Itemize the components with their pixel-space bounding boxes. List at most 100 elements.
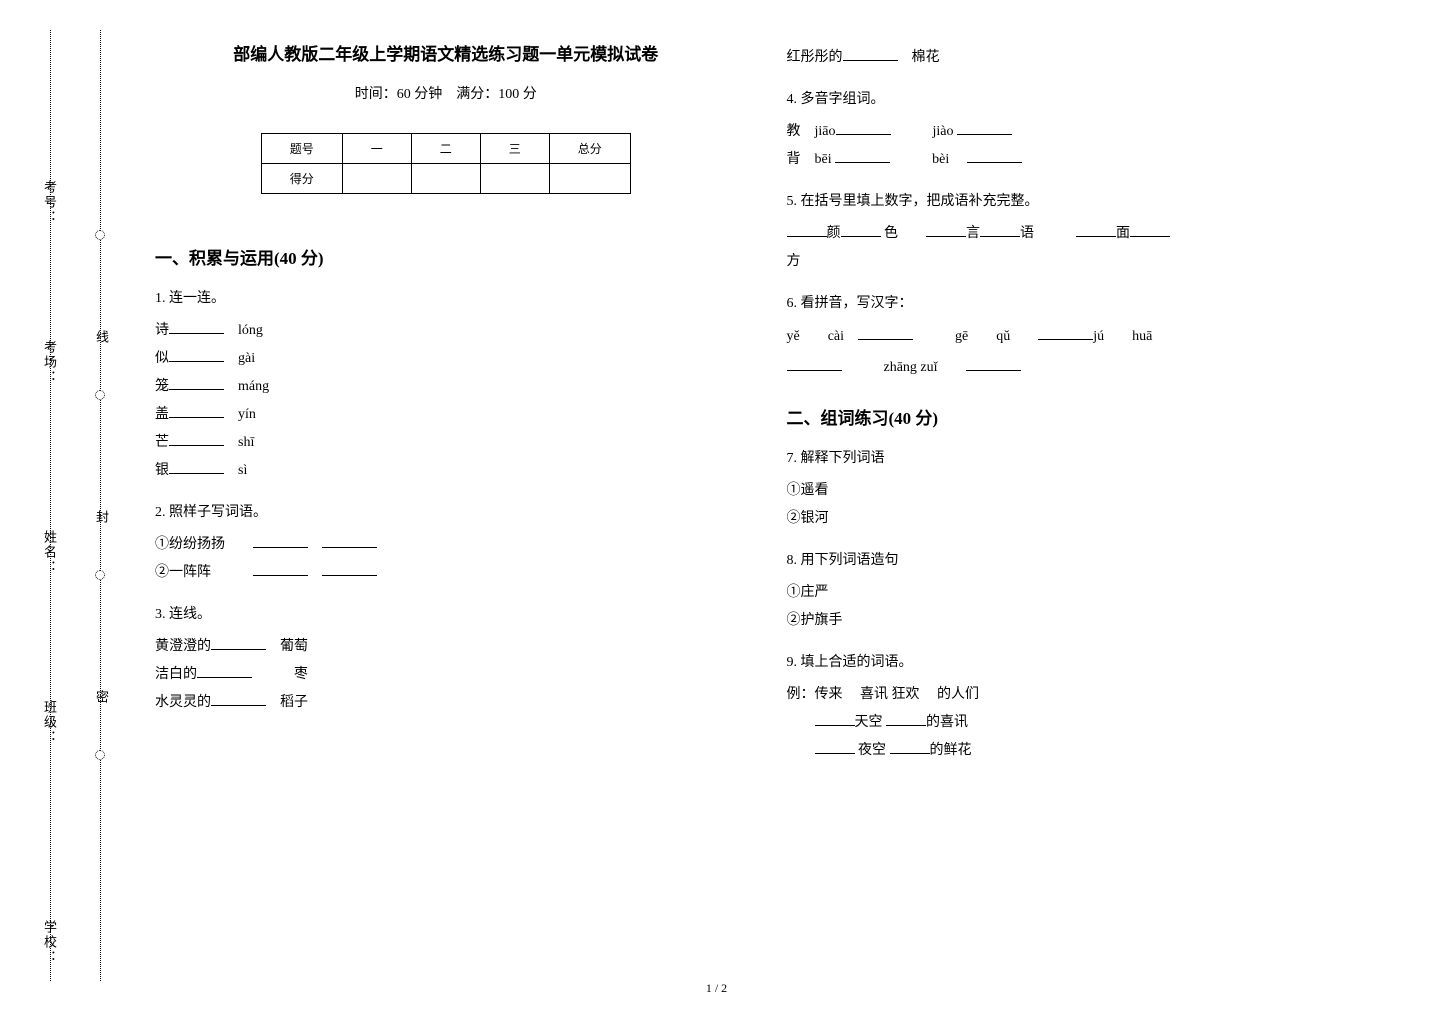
q6-pinyin: huā bbox=[1132, 329, 1152, 344]
match-row: 银 sì bbox=[155, 457, 737, 485]
match-pinyin: sì bbox=[238, 463, 247, 478]
binding-label-name: 姓名： bbox=[40, 530, 59, 575]
q9-tail: 的喜讯 bbox=[926, 715, 968, 730]
score-header-cell: 题号 bbox=[261, 134, 342, 164]
match-blank bbox=[197, 664, 252, 678]
q3-right: 枣 bbox=[294, 667, 308, 682]
q2-number: 2. 照样子写词语。 bbox=[155, 501, 737, 521]
score-row-label: 得分 bbox=[261, 164, 342, 194]
q9-line: 天空 的喜讯 bbox=[787, 709, 1369, 737]
q9-number: 9. 填上合适的词语。 bbox=[787, 651, 1369, 671]
q6-number: 6. 看拼音，写汉字： bbox=[787, 292, 1369, 312]
match-blank bbox=[169, 460, 224, 474]
answer-blank bbox=[835, 149, 890, 163]
q7-body: ①遥看 ②银河 bbox=[787, 477, 1369, 533]
match-row: 诗 lóng bbox=[155, 317, 737, 345]
binding-label-exam-number: 考号： bbox=[40, 180, 59, 225]
answer-blank bbox=[1038, 326, 1093, 340]
q4-row: 教 jiāo jiào bbox=[787, 118, 1369, 146]
answer-blank bbox=[253, 534, 308, 548]
q6-body: yě cài gē qǔ jú huā zhāng zuǐ bbox=[787, 322, 1369, 384]
q9-tail: 的鲜花 bbox=[930, 743, 972, 758]
q3-row: 水灵灵的 稻子 bbox=[155, 689, 737, 717]
q8-body: ①庄严 ②护旗手 bbox=[787, 579, 1369, 635]
match-row: 似 gài bbox=[155, 345, 737, 373]
q6-pinyin: gē bbox=[955, 329, 968, 344]
q4-pinyin: jiāo bbox=[815, 124, 836, 139]
match-char: 笼 bbox=[155, 379, 169, 394]
score-header-cell: 二 bbox=[411, 134, 480, 164]
q3-right: 棉花 bbox=[912, 50, 940, 65]
q9-mid: 夜空 bbox=[855, 743, 890, 758]
score-table: 题号 一 二 三 总分 得分 bbox=[261, 133, 631, 194]
binding-seal-mi: 密 bbox=[92, 690, 111, 707]
match-blank bbox=[169, 348, 224, 362]
match-blank bbox=[169, 432, 224, 446]
match-blank bbox=[169, 320, 224, 334]
answer-blank bbox=[957, 121, 1012, 135]
q9-example: 例：传来 喜讯 狂欢 的人们 bbox=[787, 681, 1369, 709]
q4-pinyin: bèi bbox=[932, 152, 949, 167]
match-blank bbox=[211, 636, 266, 650]
score-cell bbox=[411, 164, 480, 194]
match-pinyin: máng bbox=[238, 379, 269, 394]
answer-blank bbox=[980, 223, 1020, 237]
q3-left: 水灵灵的 bbox=[155, 695, 211, 710]
q3-left: 黄澄澄的 bbox=[155, 639, 211, 654]
match-char: 似 bbox=[155, 351, 169, 366]
q3-body: 黄澄澄的 葡萄 洁白的 枣 水灵灵的 稻子 bbox=[155, 633, 737, 717]
score-cell bbox=[480, 164, 549, 194]
binding-circle-icon bbox=[95, 230, 105, 240]
answer-blank bbox=[787, 223, 827, 237]
q3-number: 3. 连线。 bbox=[155, 603, 737, 623]
answer-blank bbox=[926, 223, 966, 237]
answer-blank bbox=[1130, 223, 1170, 237]
q4-pinyin: jiào bbox=[933, 124, 954, 139]
answer-blank bbox=[836, 121, 891, 135]
q8-number: 8. 用下列词语造句 bbox=[787, 549, 1369, 569]
score-header-cell: 三 bbox=[480, 134, 549, 164]
q6-pinyin: qǔ bbox=[996, 329, 1010, 344]
match-pinyin: shī bbox=[238, 435, 254, 450]
score-cell bbox=[549, 164, 630, 194]
q6-pinyin: jú bbox=[1093, 329, 1104, 344]
q5-number: 5. 在括号里填上数字，把成语补充完整。 bbox=[787, 190, 1369, 210]
q3-body-continued: 红彤彤的 棉花 bbox=[787, 44, 1369, 72]
q5-char: 方 bbox=[787, 254, 801, 269]
q3-left: 洁白的 bbox=[155, 667, 197, 682]
q2-word: ②一阵阵 bbox=[155, 565, 211, 580]
match-row: 芒 shī bbox=[155, 429, 737, 457]
q7-item: ①遥看 bbox=[787, 477, 1369, 505]
right-column: 红彤彤的 棉花 4. 多音字组词。 教 jiāo jiào 背 bēi bèi … bbox=[762, 40, 1394, 991]
q1-body: 诗 lóng 似 gài 笼 máng 盖 yín 芒 shī 银 sì bbox=[155, 317, 737, 485]
match-blank bbox=[211, 692, 266, 706]
answer-blank bbox=[815, 740, 855, 754]
binding-seal-feng: 封 bbox=[92, 510, 111, 527]
binding-line-outer bbox=[50, 30, 51, 981]
answer-blank bbox=[890, 740, 930, 754]
score-header-cell: 一 bbox=[342, 134, 411, 164]
q4-number: 4. 多音字组词。 bbox=[787, 88, 1369, 108]
score-header-cell: 总分 bbox=[549, 134, 630, 164]
answer-blank bbox=[322, 534, 377, 548]
q9-mid: 天空 bbox=[855, 715, 883, 730]
q2-item: ①纷纷扬扬 bbox=[155, 531, 737, 559]
binding-circle-icon bbox=[95, 750, 105, 760]
binding-circle-icon bbox=[95, 570, 105, 580]
q3-right: 稻子 bbox=[280, 695, 308, 710]
q3-row: 洁白的 枣 bbox=[155, 661, 737, 689]
q9-line: 夜空 的鲜花 bbox=[787, 737, 1369, 765]
answer-blank bbox=[815, 712, 855, 726]
q9-body: 例：传来 喜讯 狂欢 的人们 天空 的喜讯 夜空 的鲜花 bbox=[787, 681, 1369, 765]
q1-number: 1. 连一连。 bbox=[155, 287, 737, 307]
q4-char: 背 bbox=[787, 152, 801, 167]
match-pinyin: lóng bbox=[238, 323, 263, 338]
q3-left: 红彤彤的 bbox=[787, 50, 843, 65]
score-value-row: 得分 bbox=[261, 164, 630, 194]
binding-label-school: 学校： bbox=[40, 920, 59, 965]
answer-blank bbox=[841, 223, 881, 237]
q5-char: 面 bbox=[1116, 226, 1130, 241]
left-column: 部编人教版二年级上学期语文精选练习题一单元模拟试卷 时间：60 分钟 满分：10… bbox=[130, 40, 762, 991]
q3-row: 黄澄澄的 葡萄 bbox=[155, 633, 737, 661]
score-cell bbox=[342, 164, 411, 194]
